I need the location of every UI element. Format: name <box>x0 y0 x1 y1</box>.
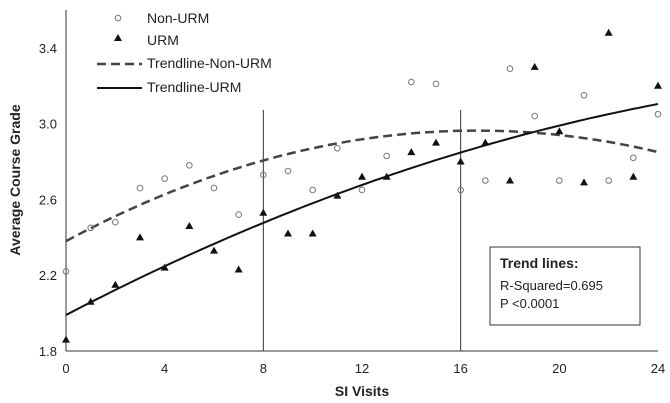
point-urm <box>259 208 268 216</box>
point-urm <box>530 62 539 70</box>
y-tick-label: 2.6 <box>39 192 57 207</box>
point-urm <box>234 265 243 273</box>
x-tick-labels: 0 4 8 12 16 20 24 <box>62 361 665 376</box>
x-tick-label: 0 <box>62 361 69 376</box>
point-non-urm <box>383 152 390 160</box>
y-tick-label: 3.4 <box>39 41 57 56</box>
point-non-urm <box>408 78 415 86</box>
point-non-urm <box>309 186 316 194</box>
point-non-urm <box>432 80 440 88</box>
point-urm <box>358 172 366 180</box>
point-non-urm <box>62 268 70 275</box>
point-urm <box>432 138 440 146</box>
point-urm <box>185 221 194 229</box>
point-non-urm <box>482 177 489 184</box>
point-urm <box>407 148 416 156</box>
x-tick-label: 20 <box>552 361 566 376</box>
point-urm <box>481 138 490 146</box>
legend-label-trend-urm: Trendline-URM <box>147 79 241 95</box>
annotation-line-p-value: P <0.0001 <box>500 296 559 311</box>
data-points <box>62 28 662 343</box>
point-non-urm <box>260 171 267 179</box>
annotation-line-r-squared: R-Squared=0.695 <box>500 278 603 293</box>
point-urm <box>62 335 70 343</box>
y-tick-label: 1.8 <box>39 344 57 359</box>
point-urm <box>86 297 95 305</box>
point-non-urm <box>87 224 94 232</box>
point-urm <box>604 28 613 36</box>
annotation-box: Trend lines: R-Squared=0.695 P <0.0001 <box>489 246 641 326</box>
point-urm <box>308 229 317 237</box>
legend-marker-urm <box>114 34 122 41</box>
x-axis-title: SI Visits <box>335 383 389 399</box>
point-urm <box>136 233 144 241</box>
legend-label-non-urm: Non-URM <box>147 10 209 26</box>
point-non-urm <box>112 218 119 226</box>
point-urm <box>111 280 120 288</box>
point-non-urm <box>284 167 292 175</box>
y-tick-labels: 1.8 2.2 2.6 3.0 3.4 <box>39 41 57 359</box>
point-urm <box>654 81 662 89</box>
x-tick-label: 8 <box>260 361 267 376</box>
point-urm <box>382 172 391 180</box>
point-urm <box>160 263 169 271</box>
reference-lines <box>262 110 462 351</box>
point-non-urm <box>136 184 144 192</box>
legend-marker-non-urm <box>114 14 122 22</box>
y-axis-title: Average Course Grade <box>7 104 23 255</box>
point-non-urm <box>654 110 662 118</box>
point-urm <box>580 178 588 186</box>
point-urm <box>555 127 564 135</box>
point-non-urm <box>506 65 514 73</box>
trendline-non-urm <box>65 129 659 243</box>
x-tick-label: 4 <box>161 361 168 376</box>
legend-label-urm: URM <box>147 32 179 48</box>
point-non-urm <box>556 177 563 184</box>
point-non-urm <box>334 144 341 152</box>
point-urm <box>629 172 638 180</box>
point-non-urm <box>161 175 168 182</box>
x-tick-label: 24 <box>651 361 665 376</box>
annotation-frame <box>489 246 641 326</box>
legend: Non-URM URM Trendline-Non-URM Trendline-… <box>97 10 272 95</box>
y-tick-label: 2.2 <box>39 268 57 283</box>
point-urm <box>506 176 514 184</box>
point-non-urm <box>210 184 218 192</box>
point-non-urm <box>186 162 193 169</box>
point-non-urm <box>605 177 612 184</box>
point-non-urm <box>630 154 637 162</box>
point-non-urm <box>580 91 588 99</box>
y-tick-label: 3.0 <box>39 117 57 132</box>
point-non-urm <box>235 211 242 218</box>
legend-label-trend-non-urm: Trendline-Non-URM <box>147 55 272 71</box>
point-urm <box>333 191 342 199</box>
x-tick-label: 16 <box>453 361 467 376</box>
point-urm <box>210 246 218 254</box>
x-tick-label: 12 <box>355 361 369 376</box>
point-urm <box>456 157 465 165</box>
point-non-urm <box>531 112 538 120</box>
point-non-urm <box>457 186 464 194</box>
annotation-title: Trend lines: <box>500 255 579 271</box>
point-urm <box>284 229 292 237</box>
point-non-urm <box>358 186 366 194</box>
